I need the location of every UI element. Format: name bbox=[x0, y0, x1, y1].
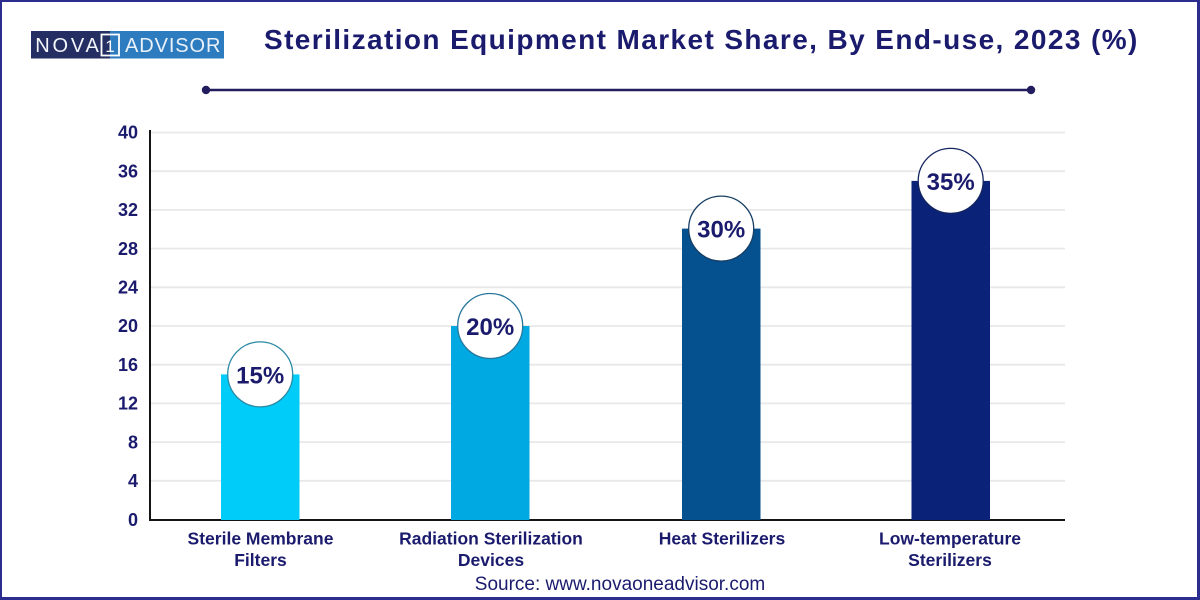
svg-text:Source: www.novaoneadvisor.com: Source: www.novaoneadvisor.com bbox=[475, 574, 765, 595]
svg-text:30%: 30% bbox=[697, 217, 745, 244]
svg-text:Heat Sterilizers: Heat Sterilizers bbox=[659, 529, 786, 549]
svg-text:36: 36 bbox=[118, 161, 138, 181]
svg-text:ADVISOR: ADVISOR bbox=[125, 35, 221, 57]
svg-text:0: 0 bbox=[128, 510, 138, 530]
svg-text:35%: 35% bbox=[927, 169, 975, 196]
svg-text:8: 8 bbox=[128, 432, 138, 452]
svg-text:4: 4 bbox=[128, 471, 138, 491]
svg-text:16: 16 bbox=[118, 355, 138, 375]
svg-text:Sterilization Equipment Market: Sterilization Equipment Market Share, By… bbox=[264, 24, 1139, 55]
svg-text:NOVA: NOVA bbox=[35, 35, 101, 57]
svg-text:12: 12 bbox=[118, 394, 138, 414]
svg-text:20: 20 bbox=[118, 316, 138, 336]
svg-text:15%: 15% bbox=[236, 362, 284, 389]
svg-text:1: 1 bbox=[105, 37, 114, 56]
svg-text:Sterilizers: Sterilizers bbox=[908, 550, 992, 570]
svg-text:Low-temperature: Low-temperature bbox=[879, 529, 1021, 549]
svg-text:28: 28 bbox=[118, 239, 138, 259]
svg-text:20%: 20% bbox=[466, 314, 514, 341]
svg-text:24: 24 bbox=[118, 278, 138, 298]
svg-text:32: 32 bbox=[118, 200, 138, 220]
svg-text:Filters: Filters bbox=[234, 550, 287, 570]
svg-text:Sterile Membrane: Sterile Membrane bbox=[188, 529, 334, 549]
svg-text:Devices: Devices bbox=[458, 550, 524, 570]
svg-text:Radiation Sterilization: Radiation Sterilization bbox=[399, 529, 583, 549]
svg-text:40: 40 bbox=[118, 123, 138, 143]
